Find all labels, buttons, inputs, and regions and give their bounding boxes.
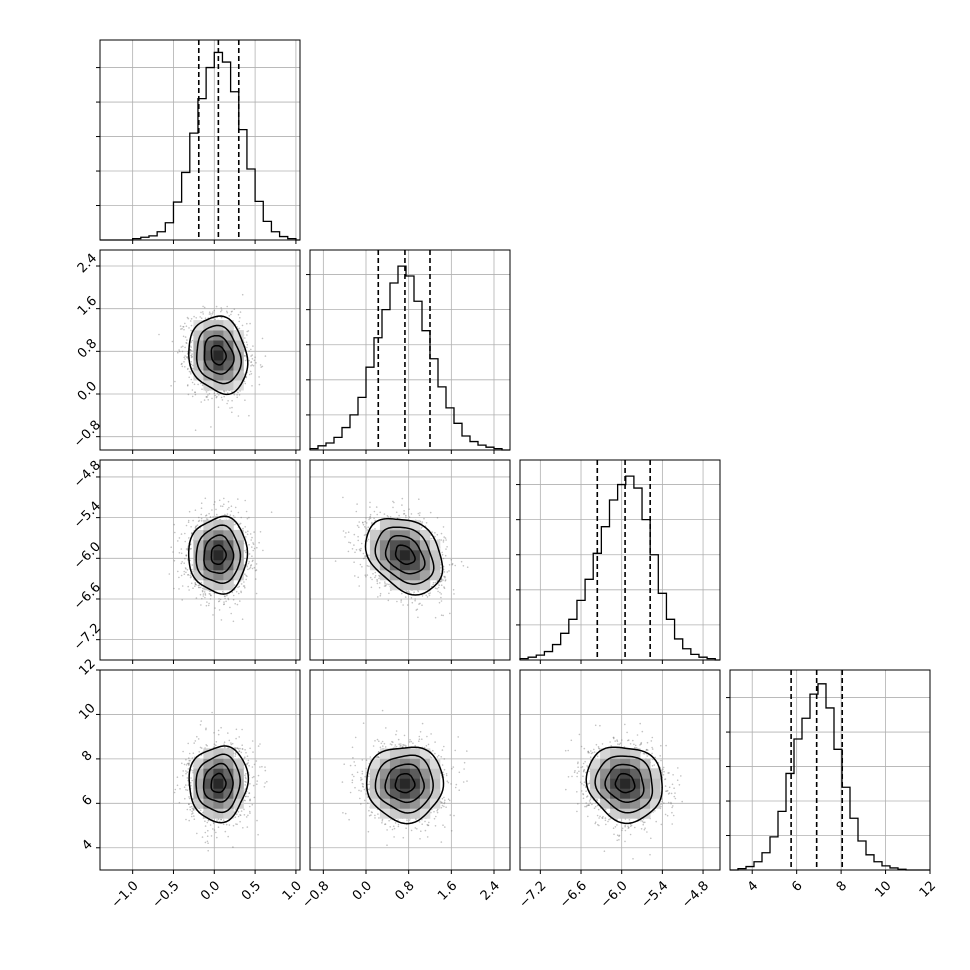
panel-frame bbox=[99, 249, 301, 451]
x-tick-label: 4 bbox=[745, 878, 761, 894]
contour-level-2 bbox=[195, 753, 241, 814]
panel-frame bbox=[99, 459, 301, 661]
contour-level-1 bbox=[202, 762, 234, 803]
contour-level-2 bbox=[374, 754, 434, 814]
contour-level-0 bbox=[614, 772, 636, 794]
density-bins bbox=[369, 748, 441, 819]
contour-level-2 bbox=[195, 524, 242, 585]
contour-level-0 bbox=[210, 544, 227, 565]
x-tick-label: −6.6 bbox=[557, 878, 590, 911]
y-tick-label: −4.8 bbox=[71, 458, 104, 491]
x-tick-label: 12 bbox=[917, 878, 939, 900]
contour-level-1 bbox=[384, 763, 425, 804]
x-tick-label: −1.0 bbox=[109, 878, 142, 911]
scatter-panel-2-0 bbox=[96, 459, 301, 664]
panel-frame bbox=[729, 669, 931, 871]
y-tick-label: 0.8 bbox=[75, 336, 100, 361]
contour-level-0 bbox=[210, 772, 227, 794]
density-bins bbox=[193, 519, 244, 591]
histogram-panel-2 bbox=[516, 459, 721, 664]
x-tick-label: −0.8 bbox=[299, 878, 332, 911]
density-bins bbox=[193, 748, 244, 819]
histogram-steps bbox=[519, 475, 720, 661]
histogram-steps bbox=[730, 683, 930, 871]
histogram-steps bbox=[100, 51, 300, 241]
scatter-panel-3-1 bbox=[309, 669, 511, 874]
contour-level-2 bbox=[195, 324, 243, 385]
y-tick-label: 1.6 bbox=[75, 294, 100, 319]
contour-level-3 bbox=[188, 315, 249, 396]
contour-level-1 bbox=[384, 534, 426, 575]
x-tick-label: −4.8 bbox=[679, 878, 712, 911]
y-tick-label: −0.8 bbox=[71, 418, 104, 451]
x-tick-label: 0.0 bbox=[350, 878, 375, 903]
y-tick-label: 0.0 bbox=[75, 379, 100, 404]
x-tick-label: 6 bbox=[789, 878, 805, 894]
x-tick-label: 0.0 bbox=[198, 878, 223, 903]
x-tick-label: −7.2 bbox=[516, 878, 549, 911]
contour-level-0 bbox=[394, 544, 416, 566]
contour-level-1 bbox=[604, 763, 645, 804]
x-tick-label: 2.4 bbox=[478, 878, 503, 903]
contour-level-3 bbox=[365, 746, 445, 825]
contour-level-0 bbox=[394, 772, 416, 794]
x-tick-label: 0.8 bbox=[392, 878, 417, 903]
x-tick-label: −6.0 bbox=[598, 878, 631, 911]
y-tick-label: −6.0 bbox=[71, 539, 104, 572]
panel-frame bbox=[99, 39, 301, 241]
histogram-panel-0 bbox=[96, 39, 301, 244]
x-tick-label: −5.4 bbox=[638, 878, 671, 911]
density-bins bbox=[590, 748, 661, 819]
panel-frame bbox=[309, 459, 511, 661]
y-tick-label: −6.6 bbox=[71, 580, 104, 613]
x-tick-label: 1.6 bbox=[435, 878, 460, 903]
panel-frame bbox=[519, 669, 721, 871]
y-tick-label: 8 bbox=[79, 748, 95, 764]
contour-level-3 bbox=[187, 515, 249, 595]
scatter-panel-3-0 bbox=[96, 669, 301, 874]
contour-level-1 bbox=[203, 534, 235, 575]
density-bins bbox=[369, 519, 441, 591]
y-tick-label: 12 bbox=[76, 656, 98, 678]
y-tick-label: −5.4 bbox=[71, 499, 104, 532]
contour-level-2 bbox=[594, 755, 654, 814]
scatter-panel-1-0 bbox=[96, 249, 301, 454]
y-tick-label: 4 bbox=[79, 837, 95, 853]
panel-frame bbox=[99, 669, 301, 871]
contour-level-1 bbox=[203, 334, 235, 375]
panel-frame bbox=[309, 669, 511, 871]
histogram-panel-1 bbox=[306, 249, 511, 454]
contour-level-3 bbox=[188, 745, 250, 824]
x-tick-label: −0.5 bbox=[150, 878, 183, 911]
y-tick-label: −7.2 bbox=[71, 621, 104, 654]
panel-frame bbox=[309, 249, 511, 451]
histogram-panel-3 bbox=[726, 669, 931, 874]
histogram-steps bbox=[309, 265, 510, 451]
x-tick-label: 8 bbox=[834, 878, 850, 894]
scatter-panel-3-2 bbox=[519, 669, 721, 874]
x-tick-label: 10 bbox=[872, 878, 894, 900]
density-bins bbox=[193, 320, 244, 391]
y-tick-label: 2.4 bbox=[75, 251, 100, 276]
y-tick-label: 6 bbox=[79, 793, 95, 809]
contour-level-3 bbox=[364, 517, 444, 596]
panel-frame bbox=[519, 459, 721, 661]
y-tick-label: 10 bbox=[76, 701, 98, 723]
scatter-panel-2-1 bbox=[309, 459, 511, 664]
contour-level-2 bbox=[374, 526, 435, 585]
x-tick-label: 0.5 bbox=[239, 878, 264, 903]
contour-level-0 bbox=[210, 344, 227, 366]
contour-level-3 bbox=[585, 746, 663, 825]
